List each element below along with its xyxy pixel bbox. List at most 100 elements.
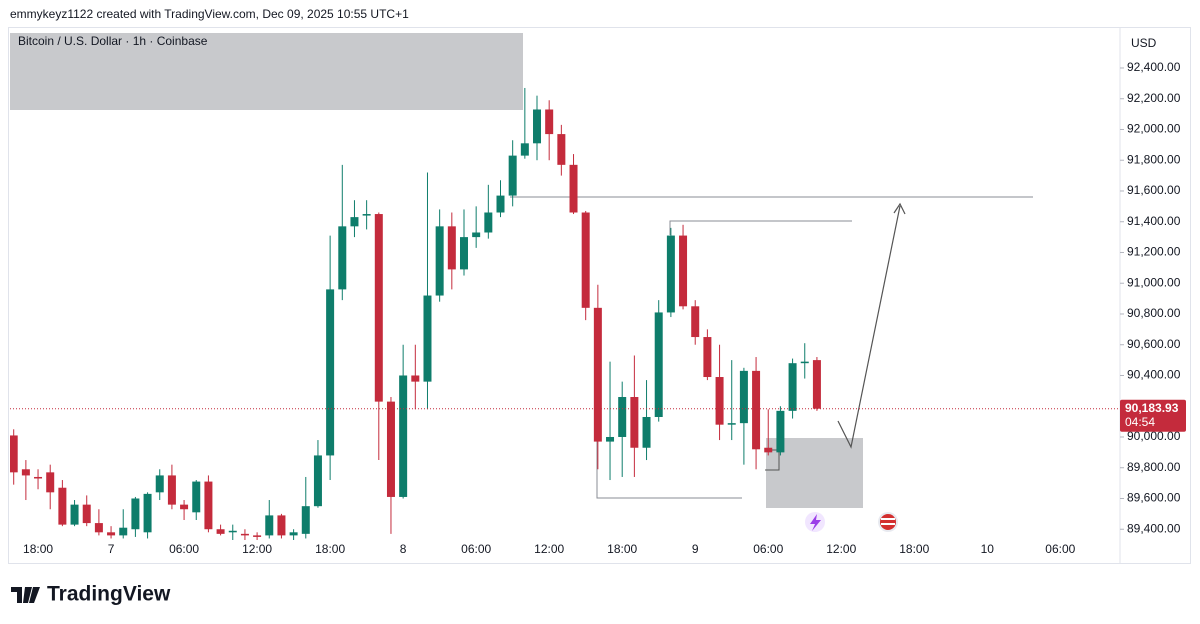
y-tick-label: 89,600.00 (1127, 491, 1181, 505)
candle-body (484, 212, 493, 233)
x-tick-label: 18:00 (23, 542, 53, 556)
candle-body (301, 506, 310, 534)
y-tick-label: 90,800.00 (1127, 306, 1181, 320)
candle-body (581, 212, 590, 308)
candle-body (812, 360, 821, 409)
candle-body (34, 476, 43, 479)
candle-body (593, 307, 602, 442)
candle-body (618, 397, 627, 437)
candle-body (107, 532, 116, 536)
candle-body (58, 487, 67, 525)
y-tick-label: 91,600.00 (1127, 183, 1181, 197)
candle-body (423, 295, 432, 382)
last-price-tag (1120, 399, 1186, 432)
candle-body (435, 226, 444, 296)
level-line (596, 440, 742, 499)
zone (10, 33, 523, 110)
x-tick-label: 18:00 (315, 542, 345, 556)
candle-body (362, 214, 371, 216)
candle-body (679, 235, 688, 307)
candle-body (727, 423, 736, 425)
y-tick-label: 91,200.00 (1127, 245, 1181, 259)
candle-body (253, 535, 262, 537)
candle-body (520, 143, 529, 156)
candle-body (167, 475, 176, 505)
logo-icon (11, 587, 40, 603)
y-tick-label: 89,800.00 (1127, 460, 1181, 474)
candle-body (82, 504, 91, 524)
x-tick-label: 06:00 (461, 542, 491, 556)
candle-body (691, 306, 700, 338)
y-tick-label: 90,000.00 (1127, 429, 1181, 443)
candle-body (192, 481, 201, 513)
candle-body (533, 109, 542, 144)
brand: TradingView (47, 583, 171, 606)
candle-body (70, 504, 79, 525)
logo: TradingView (11, 583, 171, 606)
candle-body (569, 164, 578, 213)
candle-body (764, 447, 773, 453)
x-tick-label: 06:00 (1045, 542, 1075, 556)
x-tick-label: 06:00 (169, 542, 199, 556)
y-tick-label: 90,400.00 (1127, 368, 1181, 382)
candle-body (180, 504, 189, 510)
candle-body (606, 436, 615, 442)
candle-body (313, 455, 322, 507)
y-tick-label: 91,800.00 (1127, 152, 1181, 166)
chart-title: Bitcoin / U.S. Dollar · 1h · Coinbase (18, 34, 208, 48)
arrow-head (893, 202, 906, 215)
y-tick-label: 92,400.00 (1127, 60, 1181, 74)
x-tick-label: 18:00 (899, 542, 929, 556)
header: emmykeyz1122 created with TradingView.co… (10, 7, 409, 21)
event-icon (881, 523, 895, 525)
event-icon (880, 514, 896, 530)
candle-body (289, 532, 298, 536)
event-icons (805, 512, 898, 532)
candle-body (654, 312, 663, 417)
candle-body (703, 337, 712, 378)
x-tick-label: 8 (400, 542, 407, 556)
x-tick-label: 06:00 (753, 542, 783, 556)
candle-body (21, 469, 30, 476)
y-tick-label: 91,000.00 (1127, 275, 1181, 289)
candle-body (131, 498, 140, 530)
plot (10, 87, 821, 540)
candle-body (143, 493, 152, 533)
candle-body (374, 214, 383, 402)
x-tick-label: 10 (981, 542, 995, 556)
y-axis-label: USD (1131, 36, 1157, 50)
last-price-label: 90,183.93 (1125, 401, 1179, 415)
candle-body (277, 515, 286, 536)
candle-body (94, 523, 103, 533)
candle-body (630, 397, 639, 448)
x-tick-label: 18:00 (607, 542, 637, 556)
event-icon (810, 514, 821, 531)
y-tick-label: 92,000.00 (1127, 122, 1181, 136)
candle-body (557, 134, 566, 165)
y-tick-label: 90,600.00 (1127, 337, 1181, 351)
candle-body (508, 155, 517, 196)
candle-body (216, 529, 225, 534)
x-tick-label: 12:00 (826, 542, 856, 556)
candle-body (386, 401, 395, 497)
event-icon (881, 518, 895, 520)
candle-body (666, 235, 675, 313)
x-tick-label: 12:00 (242, 542, 272, 556)
candle-body (399, 375, 408, 497)
y-tick-label: 92,200.00 (1127, 91, 1181, 105)
chart-frame (8, 27, 1191, 564)
candle-body (447, 226, 456, 270)
candle-body (350, 217, 359, 227)
candle-body (800, 361, 809, 364)
projection-arrow (837, 205, 901, 449)
drawings (10, 33, 1033, 508)
candle-body (204, 481, 213, 530)
candle-body (338, 226, 347, 290)
candle-body (496, 195, 505, 213)
level-line (669, 220, 852, 235)
candle-body (752, 370, 761, 450)
candle-body (10, 435, 18, 473)
candle-body (459, 237, 468, 270)
